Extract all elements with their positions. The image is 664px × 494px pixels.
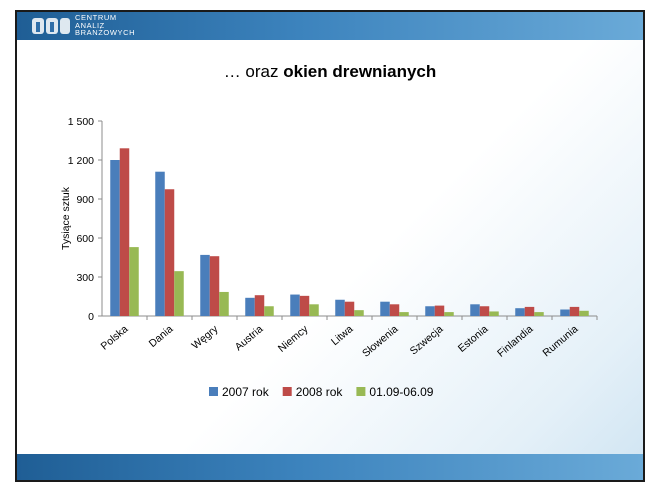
bar-1 [470,304,480,316]
bar-1 [200,254,210,316]
bar-3 [534,312,544,316]
x-tick-label: Dania [147,323,176,350]
x-tick-label: Finlandia [495,323,535,360]
x-tick-label: Austria [233,323,266,353]
bar-3 [579,310,589,316]
bar-1 [155,171,165,316]
logo-line-3: BRANŻOWYCH [75,28,136,37]
y-tick-label: 600 [76,233,94,245]
header-bar: CENTRUM ANALIZ BRANŻOWYCH [17,12,643,40]
bar-3 [174,271,184,316]
bar-2 [479,306,490,316]
bar-2 [344,301,355,316]
bar-2 [299,295,310,316]
bar-3 [489,311,499,316]
x-tick-label: Polska [99,323,131,353]
bar-3 [354,310,364,316]
title-prefix: … oraz [223,62,284,81]
legend-label-2: 2008 rok [296,385,344,399]
bar-2 [164,189,175,316]
bar-1 [425,306,435,316]
bar-2 [569,306,580,316]
bar-3 [309,304,319,316]
logo-line-2: ANALIZ [75,20,105,30]
x-tick-label: Litwa [329,323,356,348]
y-axis-label: Tysiące sztuk [60,186,72,250]
y-tick-label: 300 [76,272,94,284]
legend-swatch-3 [356,387,366,396]
x-tick-label: Węgry [189,323,221,352]
bar-2 [119,148,130,316]
legend-swatch-1 [209,387,218,396]
legend-label-1: 2007 rok [222,385,270,399]
bar-1 [290,294,300,316]
bar-1 [380,301,390,316]
bar-2 [434,305,445,316]
y-tick-label: 1 500 [68,116,94,128]
x-tick-label: Niemcy [276,323,311,355]
slide-title: … oraz okien drewnianych [17,62,643,82]
bar-1 [335,299,345,316]
bar-2 [389,304,400,316]
bar-3 [264,306,274,316]
bar-1 [515,308,525,316]
logo-line-1: CENTRUM [75,13,117,22]
x-tick-label: Słowenia [360,323,400,360]
bar-3 [399,312,409,316]
bar-2 [209,256,220,316]
bar-3 [219,291,229,316]
logo-icon [32,18,70,34]
x-tick-label: Rumunia [541,323,581,359]
legend-label-3: 01.09-06.09 [369,385,433,399]
y-tick-label: 900 [76,194,94,206]
bar-1 [245,297,255,316]
y-tick-label: 1 200 [68,155,94,167]
slide: CENTRUM ANALIZ BRANŻOWYCH … oraz okien d… [15,10,645,482]
x-tick-label: Estonia [456,323,491,355]
bar-3 [444,312,454,316]
x-tick-label: Szwecja [408,323,446,357]
legend-swatch-2 [282,387,292,396]
bar-1 [560,309,570,316]
bar-2 [524,306,535,316]
y-tick-label: 0 [88,311,94,323]
bar-1 [110,160,120,316]
footer-bar [17,454,643,480]
title-bold: okien drewnianych [283,62,437,81]
bar-2 [254,295,265,316]
bar-3 [129,247,139,316]
logo-text: CENTRUM ANALIZ BRANŻOWYCH [75,14,135,37]
bar-chart: 0 300 600 900 1 200 1 500 Tysiące sztuk Polska D… [60,116,598,399]
